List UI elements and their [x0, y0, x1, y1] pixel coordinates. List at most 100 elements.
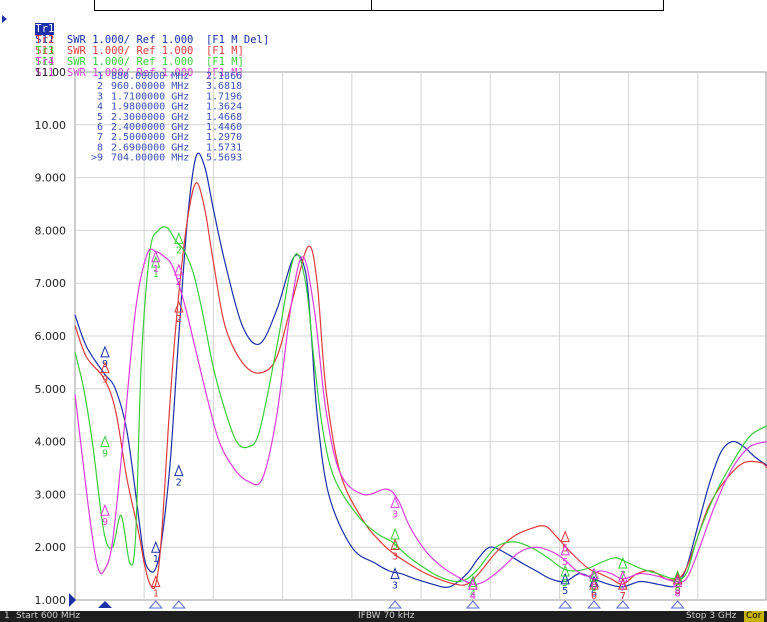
marker-label: 9	[102, 359, 108, 370]
marker-label: 6	[591, 591, 597, 602]
marker-label: 5	[562, 578, 568, 589]
marker-table-number: 5	[97, 112, 103, 123]
y-tick-label: 2.000	[35, 541, 67, 554]
marker-label: 4	[470, 591, 476, 602]
marker-triangle	[390, 495, 400, 508]
stop-frequency[interactable]: Stop 3 GHz	[686, 611, 737, 621]
trace-1-id[interactable]: Tr1	[35, 23, 55, 35]
active-marker-axis-tick	[97, 601, 112, 608]
trace-4-header[interactable]: Tr4 S11 SWR 1.000/ Ref 1.000 [F1 M]	[10, 46, 244, 90]
marker-triangle	[150, 575, 161, 588]
marker-label: 9	[102, 375, 108, 386]
trace-2-settings[interactable]: S11 SWR 1.000/ Ref 1.000 [F1 M]	[35, 45, 244, 57]
marker-table-frequency: 880.00000 MHz	[111, 71, 189, 82]
marker-table-number: 1	[97, 71, 103, 82]
marker-label: 8	[675, 586, 681, 597]
marker-label: 9	[102, 449, 108, 460]
marker-triangle	[589, 567, 599, 580]
reference-level-arrow-icon	[69, 593, 76, 607]
marker-label: 7	[620, 583, 626, 594]
correction-badge[interactable]: Cor	[744, 611, 764, 622]
marker-table-number: 3	[97, 91, 103, 102]
marker-table-value: 5.5693	[206, 153, 242, 164]
marker-triangle	[100, 345, 110, 358]
marker-table-number: 2	[97, 81, 103, 92]
marker-triangle	[390, 538, 400, 551]
marker-triangle	[589, 569, 599, 582]
marker-label: 7	[620, 591, 626, 602]
x-axis-marker-ticks	[97, 600, 685, 609]
marker-table-value: 2.1866	[206, 71, 242, 82]
trace-header: Tr1 S11 SWR 1.000/ Ref 1.000 [F1 M Del] …	[0, 13, 767, 79]
trace-3-header[interactable]: Tr3 S11 SWR 1.000/ Ref 1.000 [F1 M]	[10, 35, 244, 79]
trace-4-id[interactable]: Tr4	[35, 56, 55, 68]
chart-grid	[74, 71, 767, 601]
marker-label: 8	[675, 583, 681, 594]
trace-3-settings[interactable]: S11 SWR 1.000/ Ref 1.000 [F1 M]	[35, 56, 244, 68]
y-axis-ticks: 1.000 2.000 3.000 4.000 5.000 6.000 7.000 8.000…	[35, 66, 67, 607]
marker-table-value: 3.6818	[206, 81, 242, 92]
start-frequency[interactable]: Start 600 MHz	[16, 611, 81, 621]
y-tick-label: 1.000	[35, 594, 67, 607]
marker-triangle	[390, 567, 400, 580]
marker-triangle	[672, 575, 683, 588]
trace-line-1	[74, 152, 767, 588]
trace-2-header[interactable]: Tr2 S11 SWR 1.000/ Ref 1.000 [F1 M]	[10, 24, 244, 68]
trace-3-id[interactable]: Tr3	[35, 45, 55, 57]
marker-table-value: 1.4460	[206, 122, 242, 133]
active-trace-arrow-icon	[2, 15, 7, 23]
marker-triangle	[468, 575, 478, 588]
marker-label: 6	[591, 583, 597, 594]
marker-table-frequency: 1.9800000 GHz	[111, 102, 189, 113]
marker-table-frequency: 2.4000000 GHz	[111, 122, 189, 133]
marker-table-value: 1.4668	[206, 112, 242, 123]
marker-label: 8	[675, 589, 681, 600]
marker-label: 2	[176, 245, 182, 256]
status-bar: 1 Start 600 MHz IFBW 70 kHz Stop 3 GHz C…	[0, 611, 767, 622]
marker-table-number: 4	[97, 102, 103, 113]
trace-1-settings[interactable]: S11 SWR 1.000/ Ref 1.000 [F1 M Del]	[35, 34, 270, 46]
marker-table-value: 1.5731	[206, 142, 242, 153]
marker-label: 1	[153, 554, 159, 565]
reference-level[interactable]	[69, 593, 76, 607]
marker-label: 1	[153, 269, 159, 280]
axis-marker-tick	[465, 600, 480, 609]
trace-line-3	[74, 226, 767, 583]
y-tick-label: 6.000	[35, 330, 67, 343]
marker-label: 3	[392, 541, 398, 552]
axis-marker-tick	[615, 600, 630, 609]
chart-traces	[74, 152, 767, 590]
marker-triangle	[560, 564, 570, 577]
y-tick-label: 11.00	[35, 66, 67, 79]
marker-triangle	[150, 540, 161, 553]
y-tick-label: 9.000	[35, 172, 67, 185]
marker-label: 4	[470, 591, 476, 602]
marker-triangle	[589, 577, 599, 590]
marker-triangle	[618, 556, 628, 569]
ifbw-value[interactable]: IFBW 70 kHz	[358, 611, 415, 621]
trace-1-header[interactable]: Tr1 S11 SWR 1.000/ Ref 1.000 [F1 M Del]	[10, 13, 269, 57]
marker-triangle	[100, 503, 110, 516]
toolbar-divider	[371, 0, 372, 11]
swr-chart[interactable]: 1.000 2.000 3.000 4.000 5.000 6.000 7.000 8.000…	[0, 60, 767, 611]
marker-triangle	[560, 572, 570, 585]
y-tick-label: 4.000	[35, 436, 67, 449]
y-tick-label: 8.000	[35, 224, 67, 237]
marker-table-number: 7	[97, 132, 103, 143]
trace-2-id[interactable]: Tr2	[35, 34, 55, 46]
y-tick-label: 5.000	[35, 383, 67, 396]
marker-label: 1	[153, 589, 159, 600]
marker-triangle	[150, 250, 161, 263]
channel-number[interactable]: 1	[4, 611, 10, 621]
axis-marker-tick	[558, 600, 573, 609]
marker-table-frequency: 2.5000000 GHz	[111, 132, 189, 143]
axis-marker-tick	[670, 600, 685, 609]
marker-triangle	[672, 572, 683, 585]
marker-triangle	[560, 543, 570, 556]
marker-triangle	[618, 569, 628, 582]
trace-4-settings[interactable]: S11 SWR 1.000/ Ref 1.000 [F1 M]	[35, 67, 244, 79]
marker-triangle	[174, 464, 184, 477]
axis-marker-tick	[586, 600, 602, 609]
marker-table-frequency: 2.6900000 GHz	[111, 142, 189, 153]
